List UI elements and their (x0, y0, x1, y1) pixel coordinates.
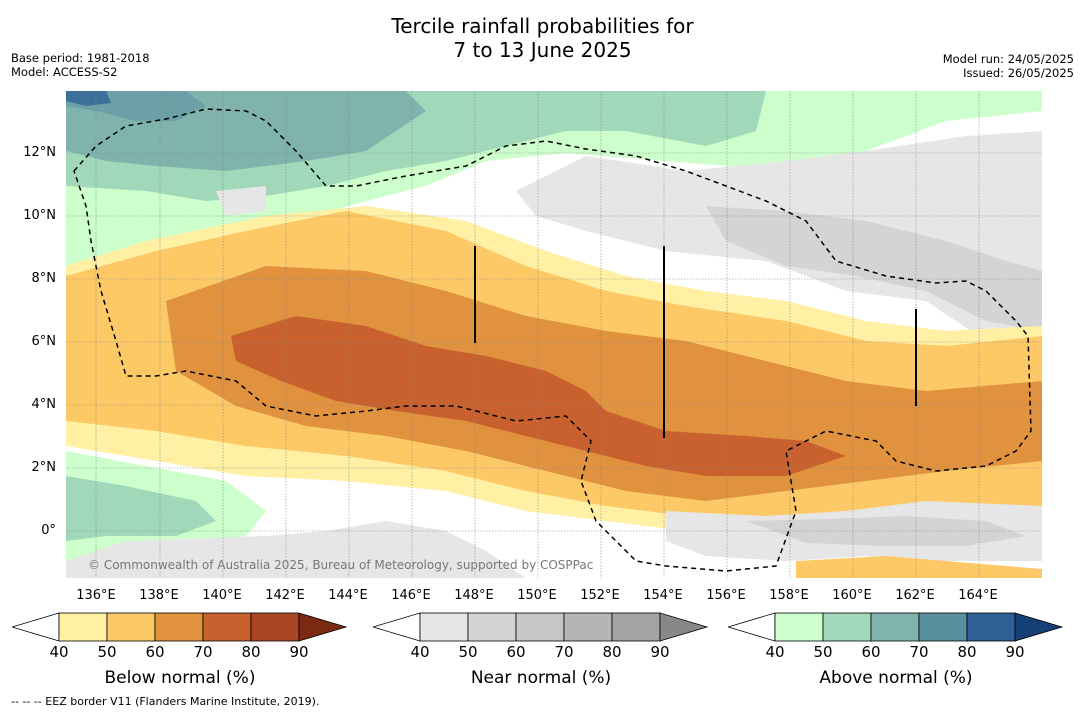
colorbar-swatch (611, 612, 661, 642)
colorbar-title: Below normal (%) (104, 668, 256, 688)
below-normal-band-3 (166, 266, 1042, 501)
lon-label: 152°E (580, 588, 620, 603)
lon-label: 144°E (328, 588, 368, 603)
colorbar-tick: 40 (410, 643, 430, 661)
lat-label: 0° (41, 523, 56, 538)
colorbar-tick: 40 (765, 643, 785, 661)
base-period: Base period: 1981-2018 (11, 51, 150, 65)
colorbar-near: 40 50 60 70 80 90 Near normal (%) (371, 612, 709, 688)
lon-label: 148°E (454, 588, 494, 603)
lon-label: 156°E (706, 588, 746, 603)
colorbar-swatch (774, 612, 824, 642)
lon-label: 162°E (895, 588, 935, 603)
eez-border (73, 108, 1032, 572)
map-title: Tercile rainfall probabilities for 7 to … (0, 14, 1085, 62)
copyright-text: © Commonwealth of Australia 2025, Bureau… (88, 558, 594, 572)
lon-label: 150°E (517, 588, 557, 603)
lon-label: 158°E (769, 588, 809, 603)
colorbar-swatch (154, 612, 204, 642)
boundary-lines (474, 246, 917, 438)
colorbar-tick: 90 (1005, 643, 1025, 661)
meta-left: Base period: 1981-2018 Model: ACCESS-S2 (11, 51, 150, 79)
above-normal-band-south-inner (66, 476, 216, 541)
colorbar-swatch (918, 612, 968, 642)
colorbar-tick: 60 (145, 643, 165, 661)
colorbar-swatch (966, 612, 1016, 642)
colorbar-below: 40 50 60 70 80 90 Below normal (%) (10, 612, 348, 688)
colorbar-extend-low (10, 612, 60, 642)
colorbar-swatch (467, 612, 517, 642)
near-normal-patch-ne-inner (706, 206, 1042, 331)
lat-label: 10°N (23, 208, 56, 223)
colorbar-extend-low (371, 612, 421, 642)
colorbar-swatch (419, 612, 469, 642)
colorbar-swatch (202, 612, 252, 642)
colorbar-swatch (870, 612, 920, 642)
colorbar-tick: 60 (861, 643, 881, 661)
colorbar-extend-low (726, 612, 776, 642)
colorbar-above: 40 50 60 70 80 90 Above normal (%) (726, 612, 1064, 688)
below-normal-patch-se (796, 556, 1042, 578)
colorbar-tick: 50 (458, 643, 478, 661)
title-line-1: Tercile rainfall probabilities for (391, 14, 694, 38)
colorbar-swatch (106, 612, 156, 642)
footnote: -- -- -- EEZ border V11 (Flanders Marine… (11, 695, 320, 708)
lat-label: 4°N (31, 397, 57, 412)
above-normal-patch-nw (66, 91, 111, 106)
colorbar-swatch (822, 612, 872, 642)
meta-right: Model run: 24/05/2025 Issued: 26/05/2025 (943, 52, 1074, 80)
colorbar-swatch (58, 612, 108, 642)
colorbar-swatches (10, 612, 348, 642)
lat-label: 6°N (31, 334, 57, 349)
colorbar-tick: 90 (650, 643, 670, 661)
colorbar-swatch (250, 612, 300, 642)
colorbar-tick: 70 (554, 643, 574, 661)
issued-date: Issued: 26/05/2025 (963, 66, 1074, 80)
lat-label: 8°N (31, 271, 57, 286)
colorbar-swatch (515, 612, 565, 642)
lon-label: 138°E (139, 588, 179, 603)
colorbar-extend-high (1014, 612, 1064, 642)
model-name: Model: ACCESS-S2 (11, 65, 118, 79)
colorbar-swatch (563, 612, 613, 642)
colorbar-tick: 40 (49, 643, 69, 661)
lat-label: 2°N (31, 460, 57, 475)
near-normal-patch-nw (216, 186, 266, 216)
colorbar-tick: 80 (957, 643, 977, 661)
colorbar-title: Above normal (%) (819, 668, 973, 688)
colorbar-tick: 90 (289, 643, 309, 661)
lon-label: 164°E (958, 588, 998, 603)
colorbar-extend-high (659, 612, 709, 642)
lon-label: 136°E (76, 588, 116, 603)
colorbar-tick: 60 (506, 643, 526, 661)
map-area (66, 91, 1042, 578)
lon-label: 142°E (265, 588, 305, 603)
colorbar-tick: 50 (97, 643, 117, 661)
lon-label: 160°E (832, 588, 872, 603)
colorbar-swatches (371, 612, 709, 642)
lat-label: 12°N (23, 145, 56, 160)
colorbar-title: Near normal (%) (470, 668, 612, 688)
colorbar-extend-high (298, 612, 348, 642)
lon-label: 140°E (202, 588, 242, 603)
below-normal-band-4 (231, 316, 846, 476)
lon-label: 154°E (643, 588, 683, 603)
colorbar-tick: 80 (602, 643, 622, 661)
probability-map (66, 91, 1042, 578)
title-line-2: 7 to 13 June 2025 (453, 38, 632, 62)
colorbar-tick: 70 (909, 643, 929, 661)
lon-label: 146°E (391, 588, 431, 603)
near-normal-patch-south (66, 521, 526, 578)
colorbar-swatches (726, 612, 1064, 642)
colorbar-tick: 70 (193, 643, 213, 661)
model-run: Model run: 24/05/2025 (942, 52, 1074, 66)
colorbar-tick: 80 (241, 643, 261, 661)
colorbar-tick: 50 (813, 643, 833, 661)
